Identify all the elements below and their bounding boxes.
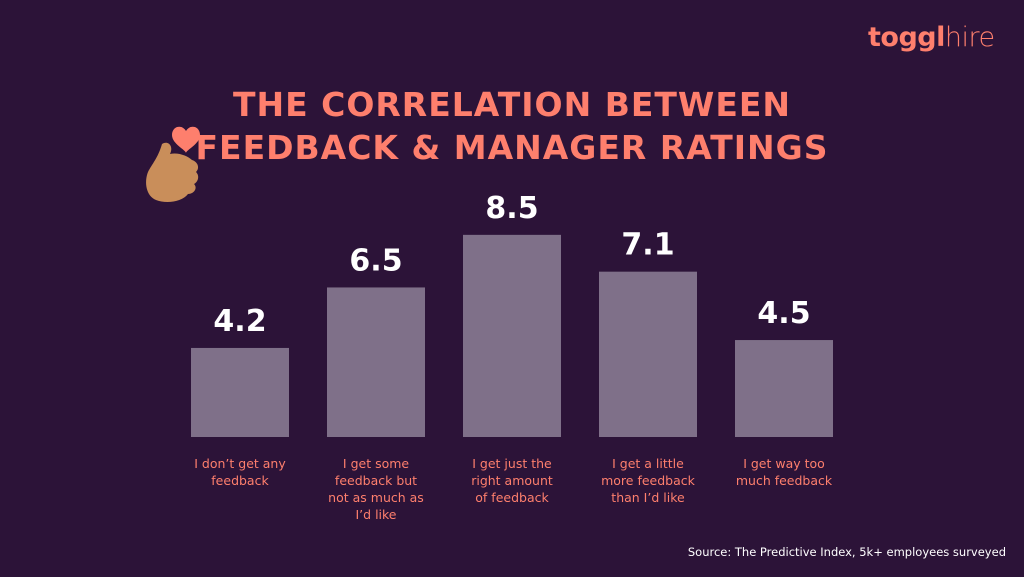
category-label-line: I don’t get any bbox=[194, 456, 286, 471]
category-label-line: feedback bbox=[211, 473, 269, 488]
value-label: 7.1 bbox=[621, 228, 674, 263]
source-note: Source: The Predictive Index, 5k+ employ… bbox=[687, 545, 1006, 559]
value-label: 4.2 bbox=[213, 304, 266, 339]
value-label: 4.5 bbox=[757, 296, 810, 331]
category-label-line: much feedback bbox=[735, 473, 833, 488]
title-line-1: THE CORRELATION BETWEEN bbox=[232, 85, 792, 124]
category-label-line: more feedback bbox=[601, 473, 695, 488]
category-label-line: right amount bbox=[471, 473, 553, 488]
value-label: 6.5 bbox=[349, 243, 402, 278]
category-label: I get a little more feedback than I’d like bbox=[588, 455, 708, 506]
category-label: I get some feedback but not as much as I’d … bbox=[316, 455, 436, 523]
category-label-line: than I’d like bbox=[611, 490, 685, 505]
bar bbox=[463, 234, 561, 437]
category-label-line: not as much as bbox=[328, 490, 424, 505]
category-label-line: feedback but bbox=[334, 473, 418, 488]
category-label: I get just the right amount of feedback bbox=[452, 455, 572, 506]
category-label: I get way too much feedback bbox=[724, 455, 844, 489]
category-label-line: I get way too bbox=[743, 456, 825, 471]
logo-light: hire bbox=[944, 22, 995, 53]
category-label-line: I get some bbox=[342, 456, 410, 471]
title-line-2: FEEDBACK & MANAGER RATINGS bbox=[195, 128, 829, 167]
bar bbox=[735, 340, 833, 437]
category-label-line: I’d like bbox=[355, 507, 397, 522]
category-label: I don’t get any feedback bbox=[180, 455, 300, 489]
heart-hand-icon bbox=[142, 120, 208, 209]
category-label-line: I get a little bbox=[612, 456, 684, 471]
bar bbox=[599, 271, 697, 437]
bar bbox=[191, 347, 289, 437]
logo-bold: toggl bbox=[868, 22, 945, 53]
chart-title: THE CORRELATION BETWEEN FEEDBACK & MANAG… bbox=[0, 83, 1024, 169]
category-label-line: I get just the bbox=[472, 456, 552, 471]
toggl-hire-logo: togglhire bbox=[868, 22, 995, 53]
bar bbox=[327, 287, 425, 437]
category-label-line: of feedback bbox=[475, 490, 549, 505]
value-label: 8.5 bbox=[485, 191, 538, 226]
